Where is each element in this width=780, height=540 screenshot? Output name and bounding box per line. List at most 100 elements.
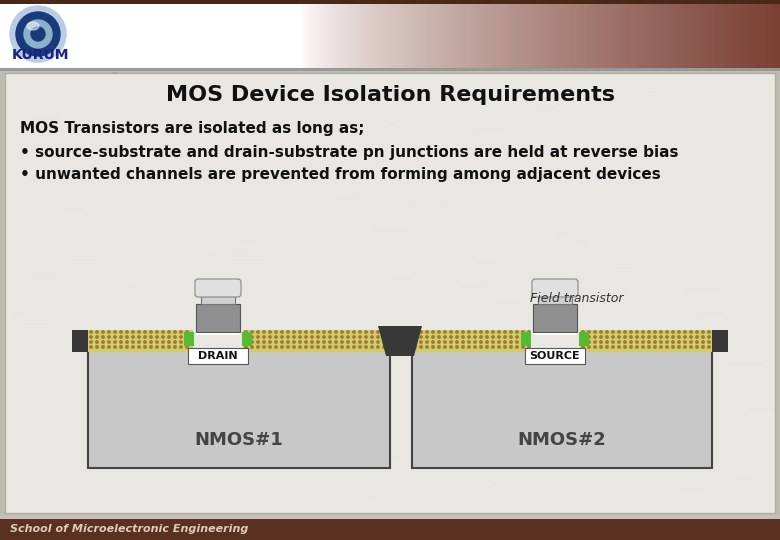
Bar [451,0,452,68]
Bar [473,0,474,68]
Bar [208,0,209,68]
Circle shape [450,336,452,338]
Bar [653,0,654,68]
Circle shape [480,336,482,338]
Bar [500,0,501,68]
Bar [404,0,405,68]
Bar [445,0,446,68]
Bar [138,0,139,68]
Bar [324,0,325,68]
Bar [562,0,563,68]
Bar [239,0,240,68]
Circle shape [486,331,488,333]
Bar [111,0,112,68]
Bar [125,0,126,68]
Bar [169,0,170,68]
Bar [162,0,163,68]
Circle shape [180,331,183,333]
Bar [381,0,382,68]
Bar [525,0,526,68]
Bar [149,0,150,68]
Bar [533,330,577,335]
Circle shape [138,331,140,333]
Bar [509,0,510,68]
Bar [355,0,356,68]
Circle shape [108,346,110,348]
Bar [766,0,767,68]
Bar [265,0,266,68]
Circle shape [629,331,633,333]
Bar [612,201,617,202]
Circle shape [251,336,254,338]
Bar [141,0,142,68]
Circle shape [257,331,259,333]
Bar [281,0,282,68]
Bar [27,0,28,68]
Bar [211,0,212,68]
Circle shape [269,336,271,338]
Bar [126,0,127,68]
Bar [33,0,34,68]
Text: NMOS#2: NMOS#2 [518,431,606,449]
Bar [188,348,248,364]
Bar [624,0,625,68]
Bar [170,0,171,68]
Bar [383,0,384,68]
Circle shape [702,346,704,348]
Bar [373,0,374,68]
Bar [190,0,191,68]
Circle shape [666,346,668,348]
Bar [97,0,98,68]
Bar [102,419,121,420]
Bar [200,398,216,400]
Bar [56,0,57,68]
Bar [112,0,113,68]
Bar [598,0,599,68]
Bar [609,0,610,68]
Bar [639,0,640,68]
Circle shape [624,331,626,333]
Bar [553,0,554,68]
Bar [225,0,226,68]
Bar [340,0,341,68]
Bar [710,0,711,68]
Circle shape [353,346,355,348]
Bar [745,0,746,68]
Bar [696,0,697,68]
Circle shape [341,346,343,348]
Bar [521,332,531,346]
Bar [420,0,421,68]
Bar [455,0,456,68]
Bar [482,0,483,68]
Bar [109,0,110,68]
Circle shape [370,341,373,343]
Bar [72,0,73,68]
Bar [675,0,676,68]
Bar [566,0,567,68]
Bar [366,498,378,499]
Bar [457,0,458,68]
Text: Field transistor: Field transistor [530,292,623,305]
Bar [144,0,145,68]
Bar [683,288,719,290]
Bar [714,0,715,68]
Bar [304,0,305,68]
Circle shape [516,331,518,333]
Circle shape [492,331,495,333]
Bar [202,254,223,255]
FancyBboxPatch shape [532,279,578,297]
Bar [453,0,454,68]
Circle shape [96,331,98,333]
Circle shape [144,336,146,338]
Circle shape [120,346,122,348]
Circle shape [292,331,295,333]
Circle shape [257,346,259,348]
Circle shape [269,341,271,343]
Bar [398,0,399,68]
Bar [198,0,199,68]
Circle shape [90,341,92,343]
Bar [536,0,537,68]
Bar [730,0,731,68]
Bar [395,0,396,68]
Circle shape [186,336,188,338]
